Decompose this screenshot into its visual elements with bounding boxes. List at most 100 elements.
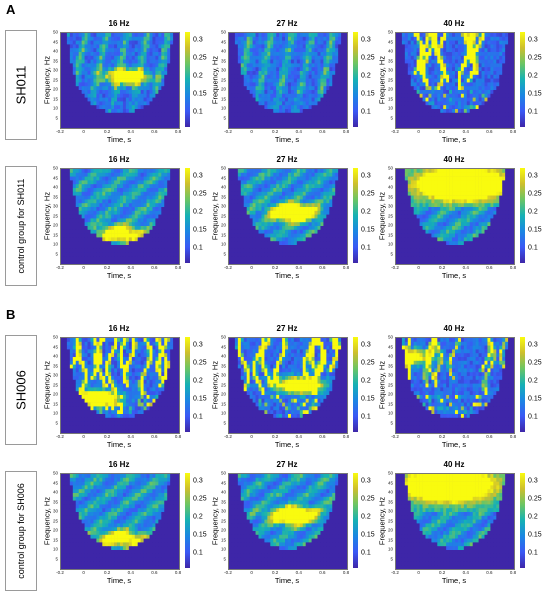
heatmap-cell (282, 67, 286, 72)
heatmap-cell (170, 176, 174, 181)
heatmap-cell (270, 229, 274, 234)
heatmap-cell (152, 74, 156, 79)
heatmap-cell (229, 52, 233, 57)
heatmap-cell (410, 63, 414, 68)
heatmap-cell (143, 252, 147, 257)
heatmap-cell (243, 67, 247, 72)
heatmap-cell (152, 229, 156, 234)
heatmap-cell (161, 40, 165, 45)
heatmap-cell (296, 36, 301, 41)
heatmap-cell (428, 101, 432, 106)
heatmap-cell (490, 97, 494, 102)
heatmap-cell (317, 233, 321, 238)
heatmap-cell (335, 188, 339, 193)
heatmap-cell (252, 184, 256, 189)
heatmap-cell (84, 101, 88, 106)
heatmap-cell (234, 237, 239, 242)
heatmap-cell (161, 52, 165, 57)
heatmap-cell (140, 214, 144, 219)
heatmap-cell (96, 214, 100, 219)
heatmap-cell (273, 176, 277, 181)
heatmap-cell (273, 207, 277, 212)
heatmap-cell (270, 71, 274, 76)
heatmap-cell (396, 33, 400, 38)
heatmap-cell (290, 105, 295, 110)
heatmap-cell (508, 33, 512, 38)
heatmap-cell (161, 233, 165, 238)
heatmap-cell (267, 237, 271, 242)
heatmap-cell (125, 90, 130, 95)
heatmap-cell (296, 180, 301, 185)
heatmap-cell (63, 112, 68, 117)
heatmap-cell (152, 256, 156, 261)
heatmap-cell (69, 218, 74, 223)
heatmap-cell (317, 33, 321, 38)
heatmap-cell (66, 74, 71, 79)
heatmap-cell (158, 82, 162, 87)
heatmap-cell (276, 93, 280, 98)
heatmap-cell (487, 71, 491, 76)
colorbar-tick-label: 0.1 (361, 108, 371, 116)
heatmap-cell (117, 71, 121, 76)
heatmap-cell (255, 40, 259, 45)
heatmap-cell (243, 184, 247, 189)
heatmap-cell (140, 207, 144, 212)
heatmap-cell (243, 199, 247, 204)
heatmap-cell (167, 124, 171, 128)
heatmap-cell (285, 233, 289, 238)
heatmap-cell (137, 116, 141, 121)
heatmap-cell (149, 59, 153, 64)
heatmap-cell (273, 90, 277, 95)
heatmap-cell (137, 184, 141, 189)
heatmap-cell (122, 105, 127, 110)
heatmap-cell (270, 86, 274, 91)
heatmap-cell (140, 226, 144, 231)
heatmap-cell (234, 52, 239, 57)
heatmap-cell (276, 59, 280, 64)
heatmap-cell (273, 237, 277, 242)
heatmap-cell (69, 90, 74, 95)
heatmap-cell (149, 124, 153, 128)
heatmap-cell (111, 120, 115, 125)
heatmap-cell (161, 112, 165, 117)
heatmap-cell (231, 44, 236, 49)
heatmap-cell (231, 52, 236, 57)
heatmap-cell (457, 105, 462, 110)
heatmap-cell (493, 55, 497, 60)
heatmap-cell (246, 82, 250, 87)
heatmap-cell (146, 218, 150, 223)
heatmap-cell (122, 74, 127, 79)
heatmap-cell (314, 82, 318, 87)
heatmap-cell (305, 82, 309, 87)
heatmap-cell (252, 67, 256, 72)
heatmap-cell (114, 176, 118, 181)
heatmap-cell (231, 93, 236, 98)
heatmap-cell (75, 93, 79, 98)
heatmap-cell (320, 184, 324, 189)
heatmap-cell (305, 71, 309, 76)
heatmap-cell (341, 48, 345, 53)
heatmap-cell (276, 237, 280, 242)
heatmap-cell (457, 116, 462, 121)
y-tick-label: 40 (387, 48, 393, 54)
heatmap-cell (335, 67, 339, 72)
heatmap-cell (122, 67, 127, 72)
heatmap-cell (440, 67, 444, 72)
heatmap-cell (396, 93, 400, 98)
heatmap-cell (311, 59, 315, 64)
heatmap-cell (463, 63, 468, 68)
heatmap-cell (338, 109, 342, 114)
heatmap-cell (125, 222, 130, 227)
heatmap-cell (508, 86, 512, 91)
heatmap-cell (90, 40, 94, 45)
y-axis-label-text: Frequency, Hz (210, 55, 220, 104)
heatmap-cell (105, 101, 109, 106)
heatmap-cell (413, 52, 417, 57)
heatmap-cell (302, 97, 306, 102)
heatmap-cell (326, 172, 330, 177)
heatmap-cell (311, 169, 315, 174)
heatmap-cell (105, 199, 109, 204)
heatmap-cell (290, 116, 295, 121)
heatmap-cell (279, 241, 283, 246)
heatmap-cell (332, 78, 336, 83)
